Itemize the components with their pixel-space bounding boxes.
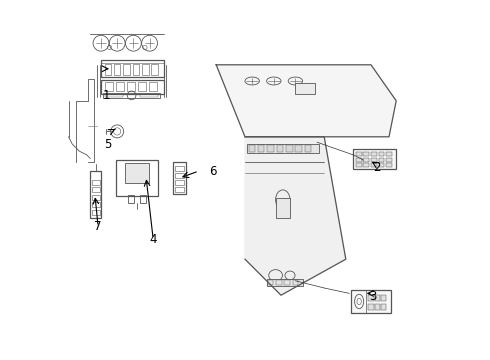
Bar (125, 163, 149, 183)
Polygon shape (245, 137, 346, 295)
Bar (104, 94, 122, 97)
Text: 1: 1 (102, 89, 110, 102)
Polygon shape (216, 65, 396, 137)
Text: 3: 3 (369, 291, 376, 303)
Bar (277, 145, 283, 152)
Bar (138, 82, 146, 91)
Bar (364, 158, 369, 162)
Text: 6: 6 (209, 165, 217, 177)
Bar (268, 280, 273, 285)
Bar (386, 152, 392, 156)
Bar (356, 163, 362, 167)
Bar (140, 94, 157, 97)
Bar (353, 149, 396, 169)
Bar (284, 280, 290, 285)
Text: 4: 4 (149, 233, 157, 246)
Bar (386, 158, 392, 162)
Bar (356, 158, 362, 162)
Bar (114, 64, 121, 75)
Bar (364, 163, 369, 167)
Bar (123, 64, 130, 75)
Bar (133, 64, 139, 75)
Bar (151, 64, 158, 75)
Bar (276, 280, 282, 285)
Text: 7: 7 (94, 220, 101, 233)
Bar (258, 145, 265, 152)
Bar (149, 82, 157, 91)
Bar (386, 163, 392, 167)
Bar (90, 171, 101, 218)
Bar (248, 145, 255, 152)
Bar (275, 198, 290, 218)
Bar (356, 152, 362, 156)
Bar (247, 144, 319, 153)
Bar (379, 163, 384, 167)
Bar (293, 280, 298, 285)
Bar (140, 195, 147, 203)
Bar (371, 158, 377, 162)
Bar (128, 195, 134, 203)
Bar (375, 295, 380, 301)
Bar (101, 80, 164, 94)
Bar (92, 202, 99, 207)
Bar (103, 93, 160, 98)
Bar (351, 290, 391, 313)
Bar (173, 162, 186, 194)
Bar (92, 187, 99, 192)
Bar (371, 152, 377, 156)
Bar (371, 163, 377, 167)
Bar (295, 83, 315, 94)
Bar (127, 82, 135, 91)
Bar (375, 304, 380, 310)
Bar (305, 145, 311, 152)
Bar (104, 82, 113, 91)
Bar (379, 158, 384, 162)
Bar (92, 180, 99, 185)
Bar (368, 304, 373, 310)
Bar (104, 64, 111, 75)
Bar (175, 173, 184, 178)
Bar (368, 295, 373, 301)
Text: 2: 2 (373, 161, 380, 174)
Bar (142, 64, 148, 75)
Bar (92, 210, 99, 215)
Bar (175, 180, 184, 185)
Bar (116, 160, 158, 196)
Text: 5: 5 (104, 138, 112, 150)
Bar (175, 166, 184, 171)
Bar (295, 145, 302, 152)
Bar (381, 304, 387, 310)
Bar (268, 145, 274, 152)
Bar (116, 82, 123, 91)
Bar (286, 145, 293, 152)
Bar (175, 187, 184, 192)
Bar (267, 279, 303, 286)
Bar (381, 295, 387, 301)
Bar (379, 152, 384, 156)
Bar (92, 195, 99, 200)
Bar (364, 152, 369, 156)
Bar (101, 60, 164, 77)
